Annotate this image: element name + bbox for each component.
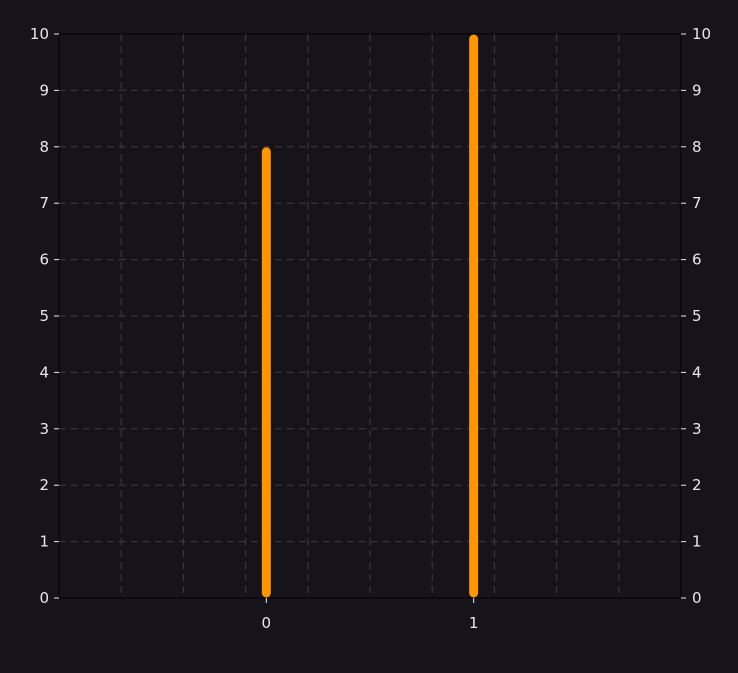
x-tick-label: 0: [262, 614, 272, 632]
y-tick-label-right: 8: [692, 138, 702, 156]
x-tick-label: 1: [469, 614, 479, 632]
y-tick-label-right: 6: [692, 251, 702, 269]
y-tick-label-left: 8: [39, 138, 49, 156]
y-tick-label-left: 6: [39, 251, 49, 269]
y-tick-label-left: 3: [39, 420, 49, 438]
bars: [261, 34, 479, 598]
y-axis-right: 0 1 2 3 4 5 6 7 8 9 10: [681, 25, 711, 607]
y-tick-label-left: 7: [39, 194, 49, 212]
y-tick-label-right: 10: [692, 25, 711, 43]
y-tick-label-right: 0: [692, 589, 702, 607]
y-tick-label-right: 2: [692, 476, 702, 494]
y-tick-label-right: 1: [692, 533, 702, 551]
y-tick-label-left: 4: [39, 363, 49, 381]
y-tick-label-right: 9: [692, 81, 702, 99]
y-tick-label-left: 5: [39, 307, 49, 325]
y-tick-label-right: 3: [692, 420, 702, 438]
y-tick-label-right: 5: [692, 307, 702, 325]
y-tick-label-left: 9: [39, 81, 49, 99]
y-tick-label-left: 0: [39, 589, 49, 607]
y-tick-label-left: 2: [39, 476, 49, 494]
y-axis-left: 0 1 2 3 4 5 6 7 8 9 10: [30, 25, 59, 607]
y-tick-label-right: 4: [692, 363, 702, 381]
y-tick-label-left: 10: [30, 25, 49, 43]
y-tick-label-left: 1: [39, 533, 49, 551]
y-tick-label-right: 7: [692, 194, 702, 212]
grid-lines: [59, 34, 681, 598]
